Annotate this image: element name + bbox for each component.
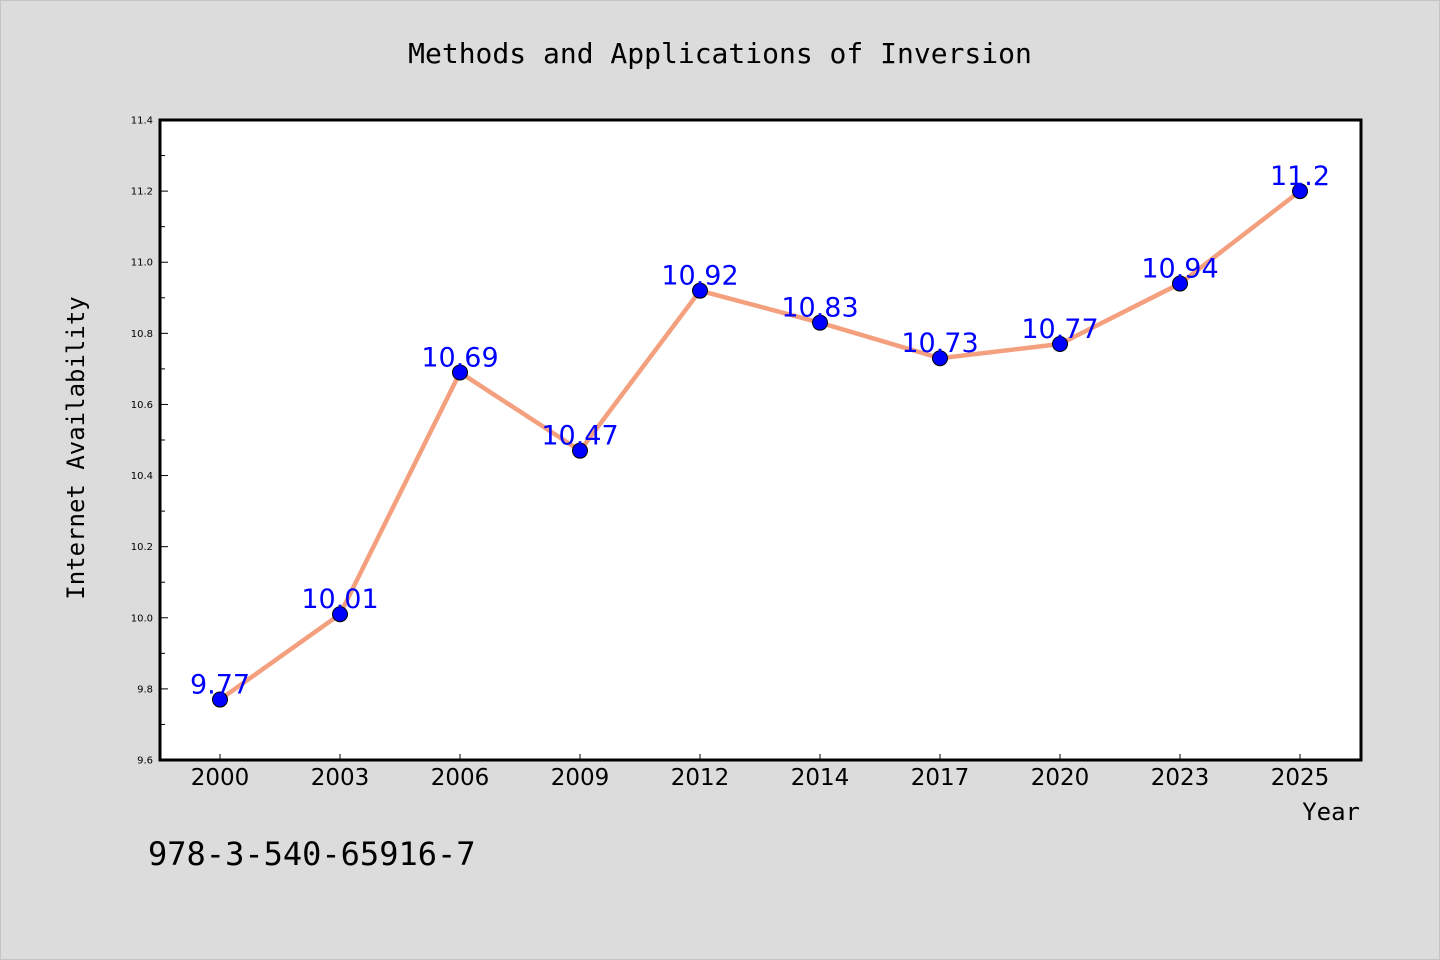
data-point <box>692 282 708 299</box>
data-labels-group: 9.77 10.01 10.69 10.47 10.92 10.83 10.73 10.77 1… <box>190 161 1330 700</box>
y-tick-label: 10.8 <box>131 329 153 340</box>
y-tick-label: 9.8 <box>137 684 153 695</box>
y-tick-label: 9.6 <box>137 756 153 767</box>
data-label: 10.92 <box>661 261 738 292</box>
x-tick-label: 2009 <box>551 765 610 791</box>
y-tick-label: 11.0 <box>131 258 153 269</box>
data-label: 10.47 <box>541 421 618 452</box>
data-point <box>572 442 588 459</box>
data-point <box>452 364 468 381</box>
x-tick-label: 2020 <box>1031 765 1090 791</box>
chart-title: Methods and Applications of Inversion <box>408 37 1032 70</box>
data-label: 10.73 <box>901 328 978 359</box>
y-tick-label: 10.0 <box>131 613 153 624</box>
y-axis: 9.6 9.8 10.0 10.2 10.4 10.6 10.8 11.0 11.2 11.4 <box>131 116 168 767</box>
data-point <box>932 350 948 367</box>
x-tick-label: 2025 <box>1271 765 1330 791</box>
series-line-group <box>217 188 1303 702</box>
data-point <box>1052 336 1068 352</box>
y-tick-label: 11.2 <box>131 187 153 198</box>
series-line <box>217 188 1303 702</box>
isbn-annotation: 978-3-540-65916-7 <box>148 835 476 873</box>
y-tick-label: 10.4 <box>131 471 153 482</box>
data-label: 11.2 <box>1270 161 1330 192</box>
data-point <box>1172 275 1188 292</box>
x-tick-label: 2017 <box>911 765 970 791</box>
x-tick-label: 2012 <box>671 765 730 791</box>
data-label: 10.77 <box>1021 314 1098 345</box>
data-label: 10.69 <box>421 342 498 373</box>
y-tick-label: 10.2 <box>131 542 153 553</box>
data-label: 9.77 <box>190 670 250 701</box>
x-tick-label: 2023 <box>1151 765 1210 791</box>
y-tick-label: 10.6 <box>131 400 153 411</box>
x-tick-label: 2000 <box>191 765 250 791</box>
data-label: 10.83 <box>781 293 858 324</box>
y-tick-label: 11.4 <box>131 116 153 127</box>
data-label: 10.01 <box>301 584 378 615</box>
x-tick-label: 2003 <box>311 765 370 791</box>
markers-group <box>212 183 1308 708</box>
data-label: 10.94 <box>1141 254 1218 285</box>
plot-area <box>158 118 1363 762</box>
x-tick-label: 2006 <box>431 765 490 791</box>
data-point <box>1292 183 1308 200</box>
y-axis-title: Internet Availability <box>62 296 90 599</box>
x-tick-label: 2014 <box>791 765 850 791</box>
data-point <box>812 314 828 331</box>
data-point <box>332 606 348 623</box>
x-axis-title: Year <box>1302 798 1360 826</box>
data-point <box>212 691 228 708</box>
x-axis: 2000 2003 2006 2009 2012 2014 2017 2020 2023 2025 <box>191 754 1330 791</box>
